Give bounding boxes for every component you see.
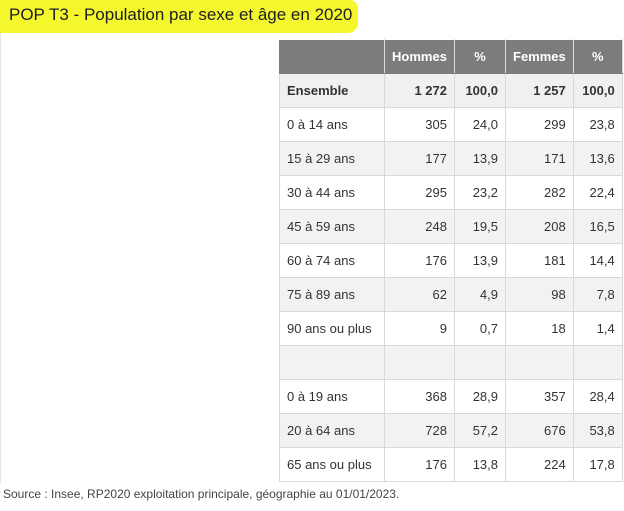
table-row: 65 ans ou plus 176 13,8 224 17,8	[279, 447, 623, 482]
hommes-percent: 4,9	[454, 277, 506, 312]
femmes-count: 282	[505, 175, 574, 210]
hommes-percent: 13,8	[454, 447, 506, 482]
row-label: 75 à 89 ans	[279, 277, 385, 312]
header-cell-femmes-pct: %	[572, 39, 623, 74]
femmes-percent: 16,5	[572, 209, 623, 244]
row-label: 0 à 14 ans	[279, 107, 385, 142]
table-row: 0 à 19 ans 368 28,9 357 28,4	[279, 379, 623, 414]
femmes-count: 299	[505, 107, 574, 142]
hommes-count	[384, 345, 455, 380]
hommes-count: 728	[384, 413, 455, 448]
femmes-count: 18	[505, 311, 574, 346]
title-highlight	[0, 0, 358, 33]
table-row: 30 à 44 ans 295 23,2 282 22,4	[279, 175, 623, 210]
hommes-count: 62	[384, 277, 455, 312]
femmes-count: 224	[505, 447, 574, 482]
femmes-count	[505, 345, 574, 380]
hommes-count: 305	[384, 107, 455, 142]
femmes-percent	[572, 345, 623, 380]
femmes-percent: 23,8	[572, 107, 623, 142]
hommes-count: 368	[384, 379, 455, 414]
femmes-percent: 22,4	[572, 175, 623, 210]
row-label: 15 à 29 ans	[279, 141, 385, 176]
hommes-count: 1 272	[384, 73, 455, 108]
hommes-percent	[454, 345, 506, 380]
femmes-count: 98	[505, 277, 574, 312]
table-row: 60 à 74 ans 176 13,9 181 14,4	[279, 243, 623, 278]
femmes-percent: 17,8	[572, 447, 623, 482]
femmes-percent: 100,0	[572, 73, 623, 108]
hommes-percent: 57,2	[454, 413, 506, 448]
femmes-percent: 13,6	[572, 141, 623, 176]
femmes-percent: 1,4	[572, 311, 623, 346]
table-row: 45 à 59 ans 248 19,5 208 16,5	[279, 209, 623, 244]
hommes-percent: 23,2	[454, 175, 506, 210]
hommes-percent: 28,9	[454, 379, 506, 414]
table-row: 90 ans ou plus 9 0,7 18 1,4	[279, 311, 623, 346]
row-label: 20 à 64 ans	[279, 413, 385, 448]
row-label: 45 à 59 ans	[279, 209, 385, 244]
header-cell-corner	[279, 39, 385, 74]
femmes-count: 208	[505, 209, 574, 244]
femmes-count: 181	[505, 243, 574, 278]
hommes-count: 176	[384, 243, 455, 278]
femmes-percent: 28,4	[572, 379, 623, 414]
row-label	[279, 345, 385, 380]
row-label: Ensemble	[279, 73, 385, 108]
header-cell-femmes: Femmes	[505, 39, 574, 74]
femmes-count: 676	[505, 413, 574, 448]
left-divider	[0, 33, 1, 483]
row-label: 30 à 44 ans	[279, 175, 385, 210]
table-row: 0 à 14 ans 305 24,0 299 23,8	[279, 107, 623, 142]
row-label: 65 ans ou plus	[279, 447, 385, 482]
hommes-count: 176	[384, 447, 455, 482]
source-note: Source : Insee, RP2020 exploitation prin…	[3, 487, 400, 501]
femmes-percent: 7,8	[572, 277, 623, 312]
hommes-count: 177	[384, 141, 455, 176]
row-label: 0 à 19 ans	[279, 379, 385, 414]
femmes-count: 171	[505, 141, 574, 176]
hommes-percent: 13,9	[454, 141, 506, 176]
row-label: 90 ans ou plus	[279, 311, 385, 346]
header-cell-hommes-pct: %	[454, 39, 506, 74]
femmes-count: 1 257	[505, 73, 574, 108]
hommes-percent: 19,5	[454, 209, 506, 244]
hommes-count: 9	[384, 311, 455, 346]
table-row	[279, 345, 623, 380]
table-header-row: Hommes % Femmes %	[279, 39, 623, 74]
table-row-total: Ensemble 1 272 100,0 1 257 100,0	[279, 73, 623, 108]
row-label: 60 à 74 ans	[279, 243, 385, 278]
hommes-percent: 0,7	[454, 311, 506, 346]
hommes-percent: 24,0	[454, 107, 506, 142]
femmes-percent: 53,8	[572, 413, 623, 448]
hommes-count: 248	[384, 209, 455, 244]
table-row: 20 à 64 ans 728 57,2 676 53,8	[279, 413, 623, 448]
table-row: 15 à 29 ans 177 13,9 171 13,6	[279, 141, 623, 176]
hommes-percent: 13,9	[454, 243, 506, 278]
population-table: Hommes % Femmes % Ensemble 1 272 100,0 1…	[279, 39, 623, 482]
table-row: 75 à 89 ans 62 4,9 98 7,8	[279, 277, 623, 312]
hommes-count: 295	[384, 175, 455, 210]
page-title: POP T3 - Population par sexe et âge en 2…	[9, 5, 353, 24]
femmes-percent: 14,4	[572, 243, 623, 278]
header-cell-hommes: Hommes	[384, 39, 455, 74]
femmes-count: 357	[505, 379, 574, 414]
hommes-percent: 100,0	[454, 73, 506, 108]
